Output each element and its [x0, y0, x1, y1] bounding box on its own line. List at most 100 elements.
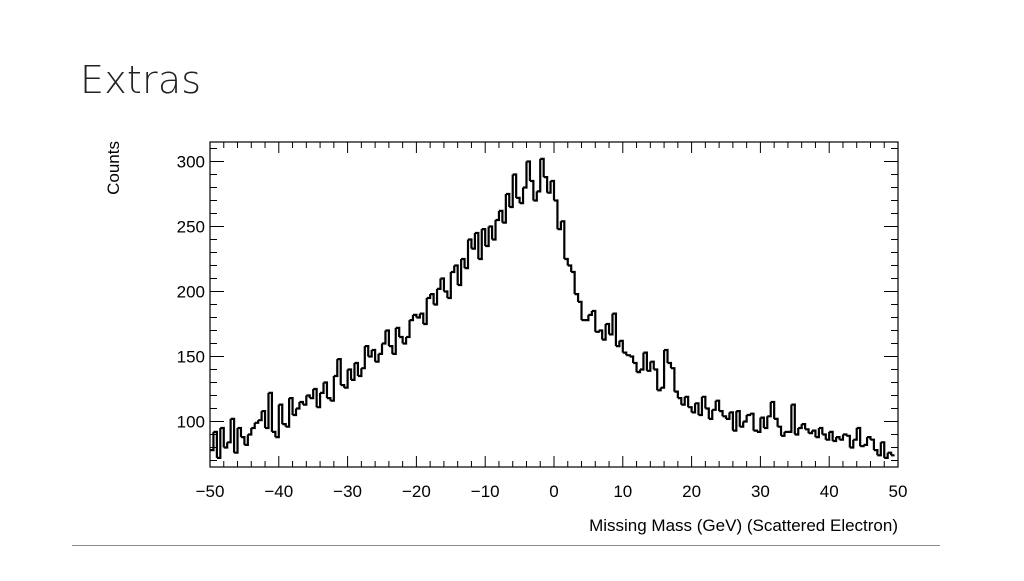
- histogram-bin: [598, 329, 604, 340]
- histogram-bin: [454, 264, 459, 285]
- x-tick-label: −50: [196, 482, 225, 501]
- x-tick-label: 40: [820, 482, 839, 501]
- histogram-bin: [296, 402, 301, 410]
- histogram-bin: [609, 313, 614, 336]
- histogram-bin: [695, 402, 700, 415]
- histogram-bin: [650, 360, 655, 370]
- histogram-bin: [719, 410, 724, 417]
- histogram-bin: [633, 361, 638, 373]
- x-tick-label: −30: [333, 482, 362, 501]
- histogram-bin: [485, 226, 490, 248]
- histogram-bin: [426, 294, 432, 300]
- histogram-bin: [254, 420, 260, 424]
- histogram-bin: [726, 412, 731, 420]
- histogram-bin: [732, 411, 738, 432]
- histogram-bin: [839, 434, 845, 441]
- histogram-bin: [330, 376, 335, 402]
- histogram-bin: [271, 430, 277, 438]
- histogram-bin: [629, 355, 635, 363]
- histogram-bin: [832, 437, 838, 443]
- histogram-bin: [237, 426, 243, 438]
- histogram-bin: [818, 426, 824, 435]
- histogram-bin: [763, 416, 769, 430]
- histogram-bin: [801, 423, 807, 430]
- histogram-bin: [382, 330, 387, 345]
- x-tick-label: 30: [751, 482, 770, 501]
- histogram-bin: [492, 220, 497, 241]
- histogram-bin: [646, 361, 652, 372]
- histogram-bin: [853, 428, 858, 441]
- histogram-bin: [760, 416, 765, 428]
- histogram-bin: [547, 181, 552, 194]
- histogram-bin: [461, 257, 466, 269]
- histogram-bin: [715, 399, 721, 412]
- histogram-bin: [375, 353, 380, 363]
- histogram-bin: [313, 387, 318, 408]
- histogram-bin: [681, 396, 686, 406]
- histogram-bin: [863, 437, 869, 446]
- histogram-bin: [815, 428, 820, 439]
- histogram-bin: [498, 209, 504, 223]
- histogram-bin: [333, 359, 339, 378]
- histogram-bin: [877, 442, 882, 457]
- histogram-bin: [746, 413, 752, 417]
- histogram-bin: [526, 160, 532, 181]
- histogram-bin: [588, 311, 593, 316]
- histogram-bin: [640, 352, 645, 371]
- histogram-bin: [571, 270, 576, 295]
- histogram-bin: [708, 409, 714, 420]
- histogram-bin: [361, 346, 366, 370]
- y-tick-label: 250: [177, 218, 205, 237]
- histogram-bin: [244, 434, 249, 446]
- histogram-bin: [265, 392, 270, 430]
- histogram-bin: [258, 411, 263, 422]
- histogram-bin: [495, 210, 501, 222]
- histogram-bin: [822, 433, 827, 440]
- histogram-bin: [667, 361, 673, 369]
- histogram-bin: [227, 418, 232, 444]
- histogram-bin: [230, 417, 236, 453]
- y-axis-label: Counts: [104, 141, 123, 195]
- x-tick-label: 0: [549, 482, 558, 501]
- histogram-bin: [447, 272, 452, 300]
- histogram-bin: [234, 428, 239, 454]
- histogram-bin: [430, 293, 435, 305]
- y-tick-label: 150: [177, 348, 205, 367]
- histogram-bin: [285, 398, 291, 428]
- histogram-bin: [829, 430, 834, 441]
- histogram-bin: [457, 259, 463, 287]
- histogram-bin: [433, 288, 439, 306]
- histogram-bin: [770, 400, 776, 419]
- histogram-bin: [247, 428, 253, 436]
- histogram-bin: [406, 320, 411, 339]
- histogram-bin: [705, 407, 710, 419]
- histogram-bin: [275, 404, 280, 439]
- histogram-bin: [261, 410, 267, 428]
- histogram-bin: [660, 350, 666, 389]
- histogram-bin: [468, 238, 473, 249]
- histogram-bin: [529, 179, 535, 201]
- histogram-bin: [488, 225, 494, 240]
- slide-title: Extras: [80, 58, 202, 102]
- histogram-bin: [240, 436, 246, 445]
- histogram-bin: [602, 324, 607, 341]
- x-tick-label: −10: [471, 482, 500, 501]
- histogram-bin: [557, 221, 562, 231]
- histogram-bin: [210, 431, 215, 452]
- histogram-bin: [268, 391, 274, 432]
- histogram-bin: [729, 411, 734, 431]
- y-tick-label: 100: [177, 413, 205, 432]
- histogram-bin: [502, 194, 507, 224]
- histogram-bin: [302, 395, 308, 406]
- histogram-bin: [516, 196, 521, 204]
- histogram-bin: [825, 431, 831, 441]
- histogram-bin: [622, 351, 628, 356]
- histogram-bin: [388, 345, 394, 354]
- histogram-bin: [698, 396, 704, 417]
- histogram-bin: [880, 441, 886, 458]
- histogram-bin: [440, 277, 446, 292]
- histogram-bin: [812, 429, 817, 438]
- histogram-bin: [443, 290, 449, 298]
